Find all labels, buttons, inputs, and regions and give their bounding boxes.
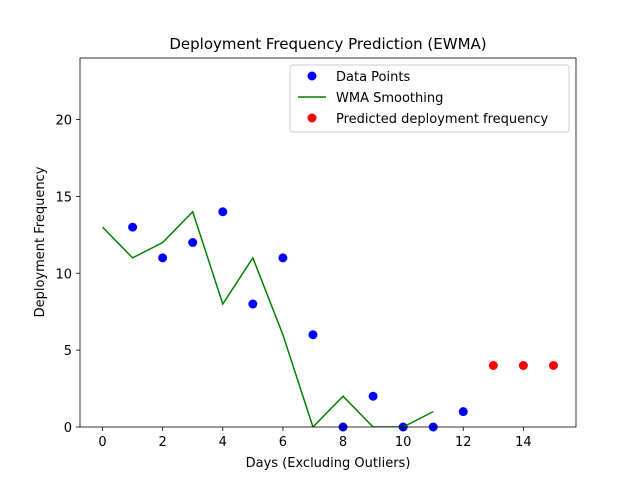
y-tick-label-4: 20 — [55, 114, 72, 129]
series-2-point-1 — [518, 361, 528, 370]
x-axis-label: Days (Excluding Outliers) — [246, 456, 411, 471]
legend-box — [289, 64, 570, 133]
x-tick-label-2: 4 — [219, 435, 227, 450]
x-tick-label-3: 6 — [279, 435, 287, 450]
x-tick-label-5: 10 — [395, 435, 412, 450]
series-0-point-6 — [308, 330, 318, 340]
y-tick-label-3: 15 — [55, 190, 72, 205]
series-0-point-8 — [368, 391, 378, 401]
chart-title: Deployment Frequency Prediction (EWMA) — [169, 35, 486, 53]
series-0-point-5 — [278, 253, 288, 263]
series-0-point-11 — [458, 407, 468, 417]
series-0-point-0 — [128, 222, 138, 232]
legend-label-2: Predicted deployment frequency — [336, 112, 549, 127]
x-tick-label-0: 0 — [98, 435, 106, 450]
series-2-point-0 — [488, 361, 498, 370]
y-tick-label-0: 0 — [64, 421, 72, 436]
y-tick-label-1: 5 — [64, 344, 72, 359]
axes-frame — [79, 57, 577, 428]
x-tick-label-4: 8 — [339, 435, 347, 450]
legend-label-0: Data Points — [336, 70, 410, 85]
series-0-point-1 — [158, 253, 168, 263]
x-tick-label-6: 12 — [455, 435, 472, 450]
series-2-point-2 — [548, 361, 558, 370]
series-0-point-4 — [248, 299, 258, 309]
series-0-point-3 — [218, 207, 228, 217]
y-tick-label-2: 10 — [55, 267, 72, 282]
x-tick-label-7: 14 — [515, 435, 532, 450]
legend-marker-0 — [307, 71, 317, 81]
legend: Data Points WMA Smoothing Predicted deploy… — [289, 64, 570, 133]
legend-marker-2 — [307, 113, 317, 123]
series-line-1 — [102, 210, 434, 427]
x-tick-label-1: 2 — [159, 435, 167, 450]
plot-area: 0 2 4 6 8 10 12 14 0 5 10 15 20 — [55, 57, 577, 450]
series-0-point-2 — [188, 238, 198, 247]
legend-label-1: WMA Smoothing — [336, 91, 443, 106]
y-axis-label: Deployment Frequency — [33, 166, 48, 317]
